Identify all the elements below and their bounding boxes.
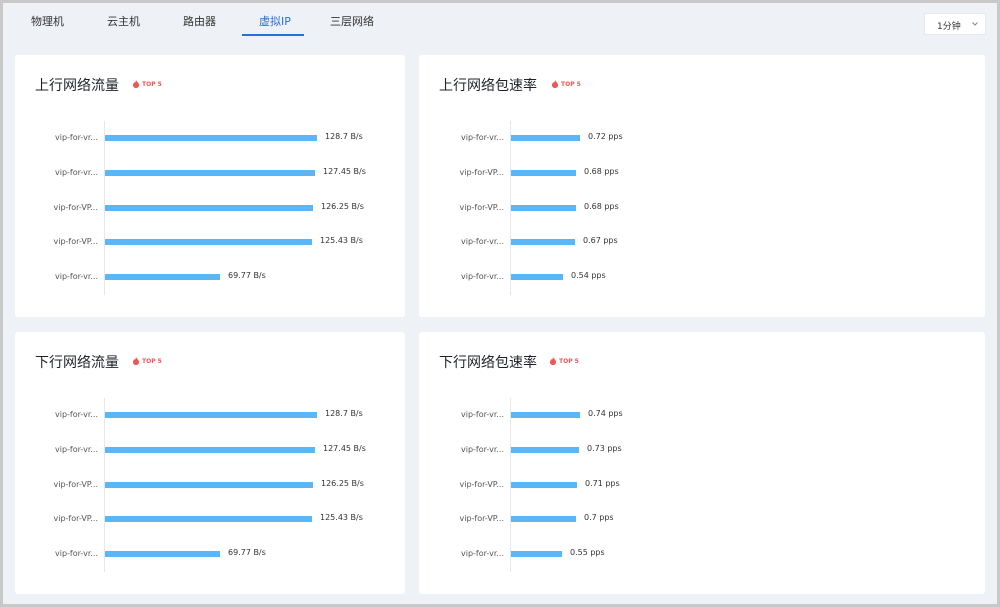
value-label: 0.54 pps: [571, 271, 606, 280]
category-label: vip-for-vr...: [55, 272, 98, 281]
chart-axis: [104, 398, 105, 572]
value-label: 125.43 B/s: [320, 513, 363, 522]
category-label: vip-for-vr...: [461, 549, 504, 558]
chevron-down-icon: [972, 22, 978, 26]
time-range-select[interactable]: 1分钟: [924, 13, 986, 35]
tab-bar: 物理机 云主机 路由器 虚拟IP 三层网络 1分钟: [3, 3, 997, 39]
value-label: 128.7 B/s: [325, 132, 363, 141]
value-label: 0.68 pps: [584, 202, 619, 211]
top5-label: TOP 5: [142, 357, 162, 365]
chart-axis: [510, 121, 511, 295]
time-range-value: 1分钟: [937, 22, 961, 32]
value-label: 0.71 pps: [585, 479, 620, 488]
category-label: vip-for-VP...: [459, 480, 504, 489]
panel-title: 下行网络流量: [35, 355, 119, 371]
bar[interactable]: [105, 239, 312, 245]
chart-axis: [104, 121, 105, 295]
tab-virtual-ip[interactable]: 虚拟IP: [259, 15, 291, 28]
category-label: vip-for-VP...: [459, 168, 504, 177]
top5-badge: TOP 5: [552, 79, 581, 89]
top5-badge: TOP 5: [550, 356, 579, 366]
bar[interactable]: [511, 239, 575, 245]
value-label: 0.67 pps: [583, 236, 618, 245]
fire-icon: [133, 80, 139, 88]
value-label: 0.72 pps: [588, 132, 623, 141]
category-label: vip-for-vr...: [55, 549, 98, 558]
fire-icon: [552, 80, 558, 88]
category-label: vip-for-VP...: [53, 203, 98, 212]
tab-physical-machine[interactable]: 物理机: [31, 15, 64, 28]
value-label: 128.7 B/s: [325, 409, 363, 418]
category-label: vip-for-vr...: [461, 237, 504, 246]
category-label: vip-for-vr...: [461, 410, 504, 419]
panel-title: 上行网络包速率: [439, 78, 537, 94]
bar[interactable]: [511, 412, 580, 418]
top5-badge: TOP 5: [133, 79, 162, 89]
value-label: 127.45 B/s: [323, 444, 366, 453]
value-label: 127.45 B/s: [323, 167, 366, 176]
category-label: vip-for-VP...: [53, 480, 98, 489]
category-label: vip-for-vr...: [55, 168, 98, 177]
bar[interactable]: [105, 274, 220, 280]
bar[interactable]: [105, 551, 220, 557]
value-label: 69.77 B/s: [228, 548, 266, 557]
category-label: vip-for-vr...: [55, 445, 98, 454]
bar[interactable]: [105, 412, 317, 418]
value-label: 0.74 pps: [588, 409, 623, 418]
bar[interactable]: [105, 482, 313, 488]
category-label: vip-for-vr...: [55, 410, 98, 419]
value-label: 0.7 pps: [584, 513, 614, 522]
chart-axis: [510, 398, 511, 572]
value-label: 0.55 pps: [570, 548, 605, 557]
value-label: 125.43 B/s: [320, 236, 363, 245]
value-label: 0.73 pps: [587, 444, 622, 453]
panel-title: 上行网络流量: [35, 78, 119, 94]
tab-cloud-host[interactable]: 云主机: [107, 15, 140, 28]
bar[interactable]: [511, 170, 576, 176]
bar[interactable]: [511, 482, 577, 488]
bar[interactable]: [511, 447, 579, 453]
fire-icon: [133, 357, 139, 365]
bar[interactable]: [511, 135, 580, 141]
bar[interactable]: [105, 447, 315, 453]
category-label: vip-for-vr...: [461, 272, 504, 281]
bar[interactable]: [105, 135, 317, 141]
active-tab-indicator: [242, 34, 304, 36]
category-label: vip-for-vr...: [461, 133, 504, 142]
bar[interactable]: [105, 516, 312, 522]
fire-icon: [550, 357, 556, 365]
value-label: 126.25 B/s: [321, 202, 364, 211]
panel-download-traffic: 下行网络流量 TOP 5 vip-for-vr... 128.7 B/s vip-f…: [15, 332, 405, 594]
top5-label: TOP 5: [561, 80, 581, 88]
category-label: vip-for-VP...: [459, 203, 504, 212]
panel-download-packet-rate: 下行网络包速率 TOP 5 vip-for-vr... 0.74 pps vip-f…: [419, 332, 985, 594]
value-label: 126.25 B/s: [321, 479, 364, 488]
bar[interactable]: [511, 205, 576, 211]
panel-upload-packet-rate: 上行网络包速率 TOP 5 vip-for-vr... 0.72 pps vip-f…: [419, 55, 985, 317]
tab-l3-network[interactable]: 三层网络: [330, 15, 374, 28]
bar[interactable]: [105, 205, 313, 211]
category-label: vip-for-vr...: [55, 133, 98, 142]
bar[interactable]: [511, 516, 576, 522]
bar[interactable]: [105, 170, 315, 176]
category-label: vip-for-vr...: [461, 445, 504, 454]
category-label: vip-for-VP...: [53, 237, 98, 246]
value-label: 0.68 pps: [584, 167, 619, 176]
app-frame: 物理机 云主机 路由器 虚拟IP 三层网络 1分钟 上行网络流量 TOP 5 v…: [3, 3, 997, 604]
top5-label: TOP 5: [559, 357, 579, 365]
panel-title: 下行网络包速率: [439, 355, 537, 371]
top5-badge: TOP 5: [133, 356, 162, 366]
panel-upload-traffic: 上行网络流量 TOP 5 vip-for-vr... 128.7 B/s vip-f…: [15, 55, 405, 317]
value-label: 69.77 B/s: [228, 271, 266, 280]
category-label: vip-for-VP...: [53, 514, 98, 523]
bar[interactable]: [511, 551, 562, 557]
category-label: vip-for-VP...: [459, 514, 504, 523]
bar[interactable]: [511, 274, 563, 280]
tab-router[interactable]: 路由器: [183, 15, 216, 28]
top5-label: TOP 5: [142, 80, 162, 88]
